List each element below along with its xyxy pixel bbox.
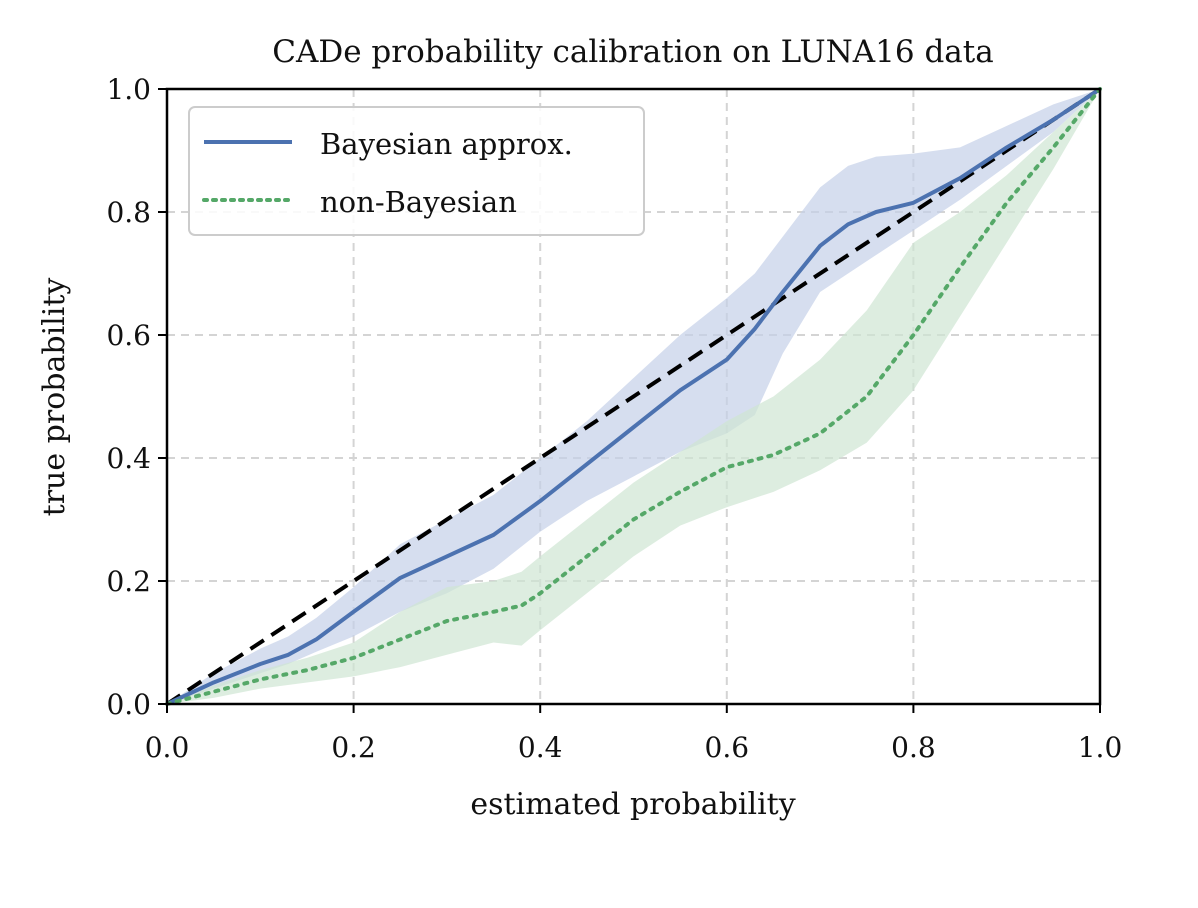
x-tick-label: 0.4 xyxy=(518,731,563,764)
ticks: 0.0 0.2 0.4 0.6 0.8 1.0 0.0 0.2 0.4 0.6 0.8 1.0 xyxy=(106,73,1122,764)
y-axis-label: true probability xyxy=(37,278,72,517)
x-tick-label: 0.2 xyxy=(331,731,376,764)
x-tick-label: 0.0 xyxy=(145,731,190,764)
x-axis-label: estimated probability xyxy=(470,787,795,822)
series-lines xyxy=(165,87,1102,706)
chart-title: CADe probability calibration on LUNA16 d… xyxy=(272,34,993,70)
legend-box xyxy=(188,106,645,236)
series-line-non-bayesian xyxy=(165,87,1102,706)
x-tick-label: 1.0 xyxy=(1078,731,1123,764)
y-tick-label: 1.0 xyxy=(106,73,151,106)
x-tick-label: 0.8 xyxy=(891,731,936,764)
y-tick-label: 0.8 xyxy=(106,196,151,229)
y-tick-label: 0.4 xyxy=(106,442,151,475)
series-line-bayesian xyxy=(166,87,1102,706)
reference-diagonal-line xyxy=(165,87,1102,706)
legend-label-non-bayesian: non-Bayesian xyxy=(320,185,517,219)
legend: Bayesian approx. non-Bayesian xyxy=(188,106,645,236)
y-tick-label: 0.2 xyxy=(106,565,151,598)
x-tick-label: 0.6 xyxy=(705,731,750,764)
y-tick-label: 0.0 xyxy=(106,688,151,721)
axes-frame xyxy=(165,87,1102,706)
legend-label-bayesian: Bayesian approx. xyxy=(320,127,573,161)
plot-frame xyxy=(165,87,1102,706)
y-tick-label: 0.6 xyxy=(106,319,151,352)
